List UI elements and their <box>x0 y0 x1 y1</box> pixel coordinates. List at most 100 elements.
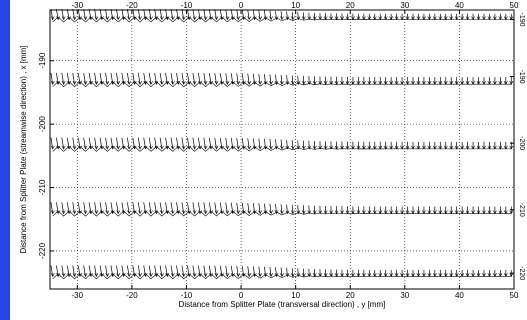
vector-arrowhead <box>165 210 170 215</box>
vector-arrowhead <box>220 210 224 215</box>
vector-arrowhead <box>94 210 99 215</box>
vector-arrow <box>83 9 86 20</box>
vector-arrowhead <box>214 273 219 277</box>
vector-arrow <box>236 265 239 277</box>
vector-arrowhead <box>99 210 104 215</box>
vector-arrow <box>159 9 163 20</box>
vector-arrowhead <box>220 16 224 21</box>
vector-arrowhead <box>241 81 246 85</box>
vector-arrowhead <box>187 145 192 150</box>
vector-arrow <box>225 202 228 214</box>
vector-arrow <box>116 202 119 214</box>
vector-arrowhead <box>198 145 202 150</box>
vector-arrow <box>269 267 272 277</box>
vector-arrowhead <box>149 145 153 150</box>
vector-arrowhead <box>138 145 142 150</box>
vector-arrowhead <box>187 210 192 215</box>
vector-arrow <box>121 265 125 277</box>
vector-arrowhead <box>67 210 71 215</box>
vector-arrowhead <box>509 145 514 150</box>
vector-arrowhead <box>116 81 121 85</box>
vector-arrowhead <box>231 16 235 21</box>
vector-arrow <box>159 202 163 214</box>
vector-arrowhead <box>149 16 153 21</box>
vector-arrowhead <box>198 210 202 215</box>
vector-arrowhead <box>225 273 230 277</box>
vector-arrow <box>302 140 305 149</box>
vector-arrow <box>72 9 75 20</box>
vector-arrowhead <box>149 81 153 85</box>
vector-arrowhead <box>94 81 99 85</box>
vector-arrow <box>269 139 272 149</box>
vector-arrow <box>302 75 305 85</box>
vector-arrow <box>50 202 54 214</box>
vector-arrowhead <box>225 81 230 85</box>
vector-arrowhead <box>127 273 132 277</box>
vector-arrow <box>192 202 196 214</box>
vector-arrowhead <box>61 145 66 150</box>
vector-arrow <box>61 72 64 85</box>
vector-arrowhead <box>187 81 192 85</box>
vector-arrowhead <box>165 81 170 85</box>
vector-arrow <box>105 265 108 277</box>
vector-arrowhead <box>105 16 110 21</box>
vector-arrow <box>214 265 217 277</box>
x-tick-label-top: 0 <box>239 1 244 10</box>
vector-arrowhead <box>296 16 301 21</box>
vector-arrowhead <box>209 81 213 85</box>
vector-arrowhead <box>170 210 175 215</box>
grid-lines <box>50 10 515 289</box>
vector-arrowhead <box>160 145 164 150</box>
vector-arrowhead <box>176 210 181 215</box>
y-axis-right-ticks: -190 -190 -200 -210 -220 <box>510 13 525 280</box>
vector-arrowhead <box>138 81 142 85</box>
vector-arrow <box>225 73 228 85</box>
vector-arrowhead <box>236 16 241 21</box>
vector-arrowhead <box>187 273 192 277</box>
vector-arrow <box>192 9 196 20</box>
vector-arrowhead <box>149 210 153 215</box>
vector-arrowhead <box>78 16 82 21</box>
vector-arrow <box>105 202 108 214</box>
vector-arrow <box>280 139 283 149</box>
vector-arrowhead <box>225 145 230 150</box>
vector-arrowhead <box>231 145 235 150</box>
vector-arrowhead <box>50 16 55 21</box>
vector-arrowhead <box>181 16 186 21</box>
vector-arrowhead <box>280 273 284 277</box>
vector-arrowhead <box>127 210 132 215</box>
vector-arrowhead <box>318 145 323 150</box>
vector-arrow <box>214 137 217 149</box>
vector-arrow <box>286 75 288 85</box>
vector-arrowhead <box>323 210 328 215</box>
y-tick-label-right: -200 <box>518 136 525 150</box>
y-axis-label: Distance from Splitter Plate (streamwise… <box>19 45 28 253</box>
vector-arrow <box>176 9 179 20</box>
vector-arrowhead <box>94 145 99 150</box>
vector-arrowhead <box>198 81 202 85</box>
vector-arrowhead <box>301 273 306 277</box>
vector-arrow <box>127 72 130 85</box>
x-tick-label-top: 40 <box>455 1 464 10</box>
vector-arrowhead <box>176 145 181 150</box>
vector-arrow <box>170 202 174 214</box>
vector-arrowhead <box>132 273 137 277</box>
vector-arrowhead <box>307 81 312 85</box>
vector-arrowhead <box>509 273 514 277</box>
vector-arrow <box>203 9 206 20</box>
vector-arrowhead <box>78 145 82 150</box>
vector-baseline <box>52 81 512 88</box>
vector-arrowhead <box>252 210 257 215</box>
vector-arrowhead <box>72 210 77 215</box>
vector-arrowhead <box>170 145 175 150</box>
vector-arrow <box>56 9 59 20</box>
vector-arrow <box>50 265 54 277</box>
vector-arrowhead <box>170 16 175 21</box>
vector-arrowhead <box>269 16 273 21</box>
vector-arrow <box>61 9 64 20</box>
vector-arrowhead <box>83 210 88 215</box>
vector-arrowhead <box>241 16 246 21</box>
vector-arrowhead <box>274 273 279 277</box>
vector-arrowhead <box>154 145 159 150</box>
vector-arrowhead <box>263 81 268 85</box>
